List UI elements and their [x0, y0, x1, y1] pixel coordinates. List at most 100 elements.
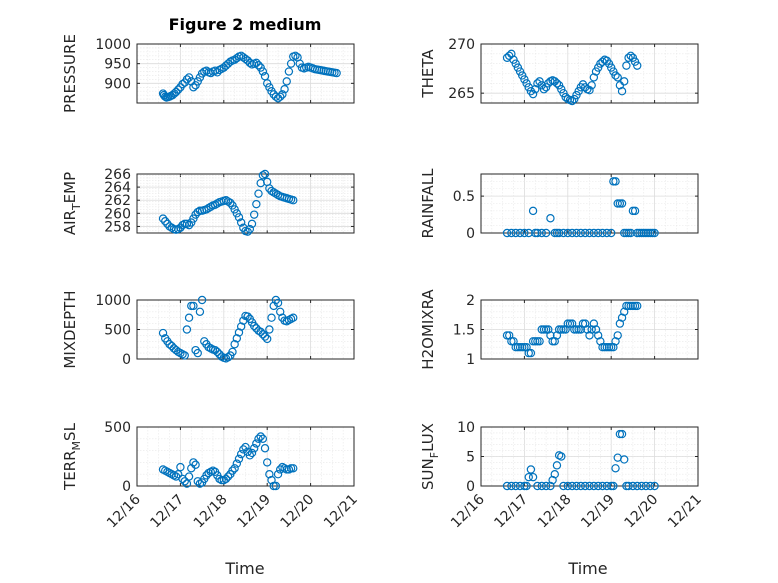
data-point [528, 206, 538, 216]
x-axis-label-left: Time [224, 559, 264, 578]
markers-air_temp [158, 169, 298, 236]
data-point [249, 210, 259, 219]
data-point [276, 92, 285, 101]
data-point [232, 53, 242, 63]
data-point [158, 214, 168, 223]
data-point [260, 444, 270, 453]
data-point [633, 301, 642, 311]
data-point [528, 472, 538, 482]
data-point [269, 481, 278, 491]
data-point [243, 312, 252, 321]
data-point [613, 73, 622, 82]
data-point [630, 206, 640, 216]
data-point [598, 343, 607, 352]
data-point [511, 228, 520, 238]
y-tick-label: 900 [104, 76, 131, 92]
data-point [263, 334, 272, 344]
data-point [583, 325, 592, 334]
y-axis-label-theta: THETA [419, 49, 437, 99]
data-point [526, 465, 536, 474]
data-point [245, 224, 255, 234]
y-axis-label-air_temp: AIRTEMP [61, 172, 83, 235]
data-point [509, 337, 518, 346]
data-point [524, 348, 533, 358]
data-point [570, 325, 579, 334]
data-point [554, 325, 564, 334]
data-point [284, 67, 294, 76]
data-point [252, 58, 261, 68]
data-point [600, 343, 609, 352]
data-point [596, 337, 605, 346]
data-point [289, 464, 298, 473]
subplot-mixdepth: 0 500 1000 MIXDEPTH [61, 290, 355, 369]
markers-mixdepth [158, 295, 298, 363]
data-point [271, 481, 281, 491]
data-point [249, 321, 259, 331]
data-point [630, 301, 640, 311]
data-point [563, 481, 573, 491]
data-point [611, 177, 620, 186]
data-point [559, 481, 568, 491]
data-point [589, 481, 599, 491]
data-point [180, 477, 189, 486]
data-point [239, 445, 248, 454]
data-point [620, 77, 629, 86]
data-point [189, 301, 198, 311]
data-point [554, 228, 564, 238]
data-point [578, 319, 588, 328]
data-point [633, 228, 642, 238]
data-point [533, 79, 542, 88]
data-point [223, 472, 233, 481]
y-axis-label-terr_msl: TERRMSL [61, 422, 83, 491]
data-point [258, 67, 268, 76]
data-point [580, 228, 590, 238]
data-point [626, 301, 635, 311]
data-point [260, 332, 270, 341]
data-point [593, 481, 603, 491]
data-point [567, 319, 577, 328]
data-point [254, 434, 263, 443]
y-tick-label: 258 [104, 219, 131, 235]
data-point [187, 301, 196, 311]
data-point [546, 214, 555, 223]
data-point [641, 228, 651, 238]
data-point [189, 83, 198, 92]
axes-box-air_temp [136, 173, 355, 234]
data-point [576, 228, 586, 238]
data-point [282, 77, 291, 86]
data-point [252, 439, 261, 448]
data-point [165, 222, 174, 231]
data-point [622, 228, 631, 238]
data-point [607, 343, 616, 352]
data-point [637, 481, 646, 491]
data-point [617, 86, 627, 96]
data-point [615, 429, 625, 439]
data-point [589, 319, 599, 328]
data-point [585, 86, 594, 95]
data-point [580, 319, 590, 328]
data-point [646, 228, 655, 238]
y-tick-label: 1000 [95, 293, 131, 309]
data-point [267, 186, 276, 196]
data-point [234, 454, 244, 464]
data-point [252, 199, 261, 209]
data-point [646, 481, 655, 491]
data-point [559, 228, 568, 238]
axes-border-theta [480, 43, 699, 104]
y-axis-label-sun_flux: SUNFLUX [419, 423, 441, 490]
data-point [611, 71, 620, 80]
data-point [273, 470, 283, 479]
data-point [247, 448, 257, 458]
axes-border-terr_msl [136, 426, 355, 487]
data-point [567, 228, 577, 238]
data-point [552, 461, 562, 470]
data-point [197, 295, 207, 305]
axes-border-air_temp [136, 173, 355, 234]
data-point [550, 470, 559, 479]
data-point [572, 481, 581, 491]
data-point [531, 85, 540, 94]
data-point [591, 325, 601, 334]
